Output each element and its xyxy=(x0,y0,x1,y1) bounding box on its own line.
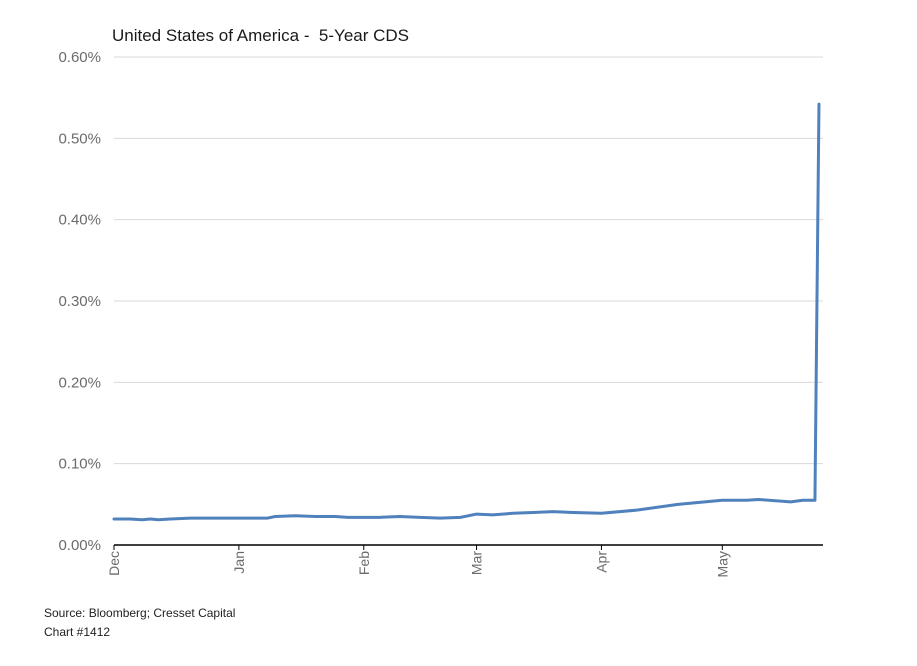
chart-title: United States of America - 5-Year CDS xyxy=(112,26,410,45)
y-axis-tick-labels: 0.00% 0.10% 0.20% 0.30% 0.40% 0.50% 0.60% xyxy=(58,49,101,554)
y-tick-label: 0.60% xyxy=(58,49,101,66)
source-note: Source: Bloomberg; Cresset Capital xyxy=(44,606,236,620)
x-tick-label: May xyxy=(714,551,730,577)
gridlines xyxy=(114,56,823,465)
x-tick-label: Feb xyxy=(356,551,372,575)
x-tick-label: Apr xyxy=(593,551,609,573)
series-line-0 xyxy=(112,102,821,522)
y-tick-label: 0.10% xyxy=(58,456,101,473)
x-tick-label: Mar xyxy=(469,551,485,575)
x-axis xyxy=(113,544,823,550)
x-tick-label: Jan xyxy=(231,551,247,574)
x-axis-tick-labels: Dec Jan Feb Mar Apr May xyxy=(106,551,730,578)
y-tick-label: 0.30% xyxy=(58,293,101,310)
series-layer xyxy=(112,102,821,522)
y-tick-label: 0.00% xyxy=(58,537,101,554)
y-tick-label: 0.20% xyxy=(58,374,101,391)
y-tick-label: 0.50% xyxy=(58,130,101,147)
x-tick-label: Dec xyxy=(106,551,122,576)
chart-number-note: Chart #1412 xyxy=(44,625,111,639)
y-tick-label: 0.40% xyxy=(58,212,101,229)
